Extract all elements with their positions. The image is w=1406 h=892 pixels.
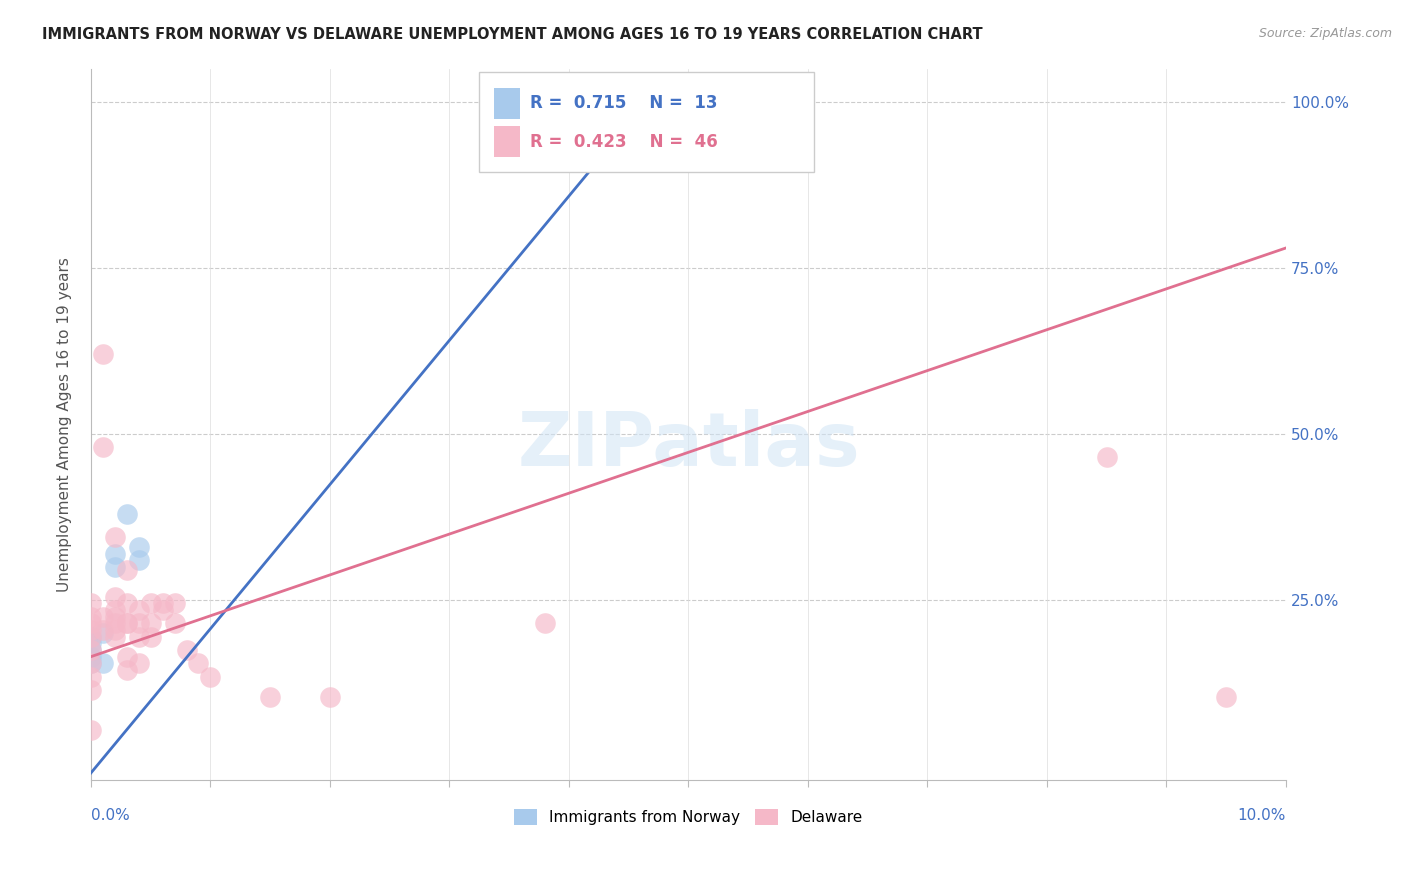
Point xyxy=(259,690,281,704)
Point xyxy=(104,630,127,644)
Point xyxy=(200,670,222,684)
Point xyxy=(115,597,138,611)
Point xyxy=(139,597,162,611)
Point xyxy=(152,597,174,611)
Point xyxy=(104,609,127,624)
Point xyxy=(104,623,127,637)
Point xyxy=(80,623,103,637)
Point xyxy=(319,690,342,704)
Point xyxy=(104,590,127,604)
Point xyxy=(115,507,138,521)
Point xyxy=(617,104,640,119)
Point xyxy=(80,670,103,684)
Point xyxy=(163,616,186,631)
Point xyxy=(91,440,114,454)
Point xyxy=(152,603,174,617)
Point xyxy=(630,112,652,126)
Point xyxy=(80,657,103,671)
Point xyxy=(115,616,138,631)
Point xyxy=(1215,690,1237,704)
Point xyxy=(187,657,209,671)
Text: 0.0%: 0.0% xyxy=(91,808,129,823)
Point xyxy=(80,682,103,697)
Text: ZIPatlas: ZIPatlas xyxy=(517,409,859,482)
Point xyxy=(104,560,127,574)
Point xyxy=(128,630,150,644)
Point xyxy=(91,347,114,361)
Y-axis label: Unemployment Among Ages 16 to 19 years: Unemployment Among Ages 16 to 19 years xyxy=(58,257,72,591)
Point xyxy=(104,616,127,631)
FancyBboxPatch shape xyxy=(494,87,520,119)
Point xyxy=(80,643,103,657)
Point xyxy=(115,616,138,631)
Text: IMMIGRANTS FROM NORWAY VS DELAWARE UNEMPLOYMENT AMONG AGES 16 TO 19 YEARS CORREL: IMMIGRANTS FROM NORWAY VS DELAWARE UNEMP… xyxy=(42,27,983,42)
Text: R =  0.715    N =  13: R = 0.715 N = 13 xyxy=(530,95,717,112)
Point xyxy=(80,636,103,650)
Point xyxy=(139,616,162,631)
Point xyxy=(104,547,127,561)
Text: 10.0%: 10.0% xyxy=(1237,808,1286,823)
Point xyxy=(91,657,114,671)
Point xyxy=(139,630,162,644)
Point xyxy=(80,597,103,611)
Point xyxy=(80,630,103,644)
Text: Source: ZipAtlas.com: Source: ZipAtlas.com xyxy=(1258,27,1392,40)
FancyBboxPatch shape xyxy=(479,72,814,171)
Point xyxy=(80,657,103,671)
Point xyxy=(128,616,150,631)
Point xyxy=(80,630,103,644)
Point xyxy=(534,616,557,631)
Point xyxy=(80,723,103,737)
Legend: Immigrants from Norway, Delaware: Immigrants from Norway, Delaware xyxy=(515,809,863,825)
Point xyxy=(128,603,150,617)
Point xyxy=(115,663,138,677)
Text: R =  0.423    N =  46: R = 0.423 N = 46 xyxy=(530,133,717,151)
FancyBboxPatch shape xyxy=(494,126,520,157)
Point xyxy=(1095,450,1118,465)
Point xyxy=(104,603,127,617)
Point xyxy=(128,553,150,567)
Point xyxy=(176,643,198,657)
Point xyxy=(128,540,150,554)
Point xyxy=(91,626,114,640)
Point xyxy=(128,657,150,671)
Point xyxy=(80,616,103,631)
Point xyxy=(80,609,103,624)
Point xyxy=(91,609,114,624)
Point xyxy=(115,563,138,577)
Point xyxy=(104,530,127,544)
Point xyxy=(80,643,103,657)
Point xyxy=(115,649,138,664)
Point xyxy=(91,623,114,637)
Point xyxy=(80,649,103,664)
Point xyxy=(163,597,186,611)
